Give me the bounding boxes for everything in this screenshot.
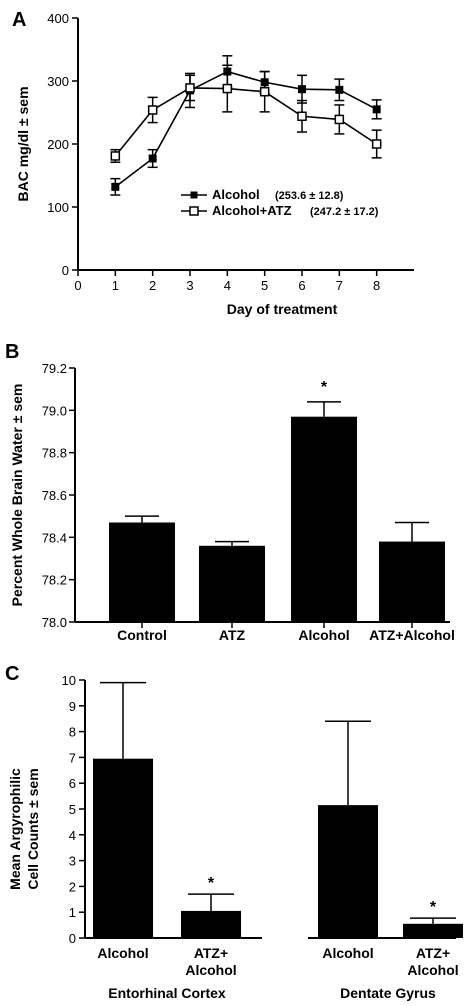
c-y-tick-label: 3 xyxy=(69,854,76,869)
a-legend-marker xyxy=(190,191,198,199)
b-y-axis-label: Percent Whole Brain Water ± sem xyxy=(9,384,25,607)
c-y-tick-label: 5 xyxy=(69,802,76,817)
c-bar xyxy=(181,910,241,938)
a-x-axis-label: Day of treatment xyxy=(227,301,338,317)
a-point-alcohol xyxy=(148,154,157,163)
a-x-tick-label: 5 xyxy=(261,278,268,293)
b-y-tick-label: 79.0 xyxy=(42,403,67,418)
b-y-tick-label: 78.0 xyxy=(42,615,67,630)
a-y-tick-label: 0 xyxy=(62,263,69,278)
c-y-tick-label: 9 xyxy=(69,699,76,714)
a-legend-label: Alcohol+ATZ xyxy=(212,203,292,218)
c-group-label-entorhinal-cortex: Entorhinal Cortex xyxy=(108,985,226,1001)
a-x-tick-label: 3 xyxy=(186,278,193,293)
a-point-alcohol-atz xyxy=(259,86,270,97)
b-y-tick-label: 78.6 xyxy=(42,488,67,503)
a-point-alcohol-atz xyxy=(185,83,195,93)
b-y-tick-label: 78.2 xyxy=(42,573,67,588)
a-y-tick-label: 200 xyxy=(47,137,69,152)
a-y-tick-label: 400 xyxy=(47,11,69,26)
c-significance-star: * xyxy=(430,899,437,916)
a-x-tick-label: 8 xyxy=(373,278,380,293)
b-error-bar xyxy=(215,540,249,546)
panel-letter-b: B xyxy=(5,341,19,363)
a-legend-stat: (253.6 ± 12.8) xyxy=(275,190,344,202)
b-error-bar xyxy=(395,521,429,542)
c-bar-label: ATZ+ xyxy=(416,945,450,961)
b-y-tick-label: 79.2 xyxy=(42,361,67,376)
b-significance-star: * xyxy=(321,379,328,396)
c-y-tick-label: 0 xyxy=(69,931,76,946)
a-y-axis-label: BAC mg/dl ± sem xyxy=(15,86,31,201)
c-y-tick-label: 1 xyxy=(69,905,76,920)
c-group-label-dentate-gyrus: Dentate Gyrus xyxy=(340,985,436,1001)
a-y-tick-label: 100 xyxy=(47,200,69,215)
a-series-line-0 xyxy=(114,70,378,188)
c-bar xyxy=(403,923,463,938)
a-x-tick-label: 4 xyxy=(224,278,231,293)
b-category-label: ATZ xyxy=(219,627,246,643)
a-x-tick-label: 6 xyxy=(298,278,305,293)
c-y-tick-label: 10 xyxy=(62,673,76,688)
a-x-tick-label: 2 xyxy=(149,278,156,293)
a-legend-marker xyxy=(189,206,199,216)
a-point-alcohol xyxy=(335,85,344,94)
a-point-alcohol-atz xyxy=(297,111,307,122)
c-error-bar xyxy=(100,681,146,759)
b-y-tick-label: 78.4 xyxy=(42,530,67,545)
c-significance-star: * xyxy=(208,875,215,892)
panel-letter-a: A xyxy=(12,9,26,31)
b-error-bar xyxy=(125,515,159,523)
b-category-label: Control xyxy=(117,627,167,643)
a-x-tick-label: 0 xyxy=(74,278,81,293)
c-error-bar xyxy=(188,893,234,911)
c-bar-label: Alcohol xyxy=(407,962,458,978)
b-error-bar xyxy=(307,401,341,417)
b-y-tick-label: 78.8 xyxy=(42,446,67,461)
a-x-tick-label: 7 xyxy=(336,278,343,293)
c-bar xyxy=(318,805,378,938)
c-bar xyxy=(93,758,153,938)
b-bar-atz-alcohol xyxy=(379,541,445,622)
a-point-alcohol xyxy=(298,85,306,94)
a-point-alcohol-atz xyxy=(371,139,382,149)
a-point-alcohol-atz xyxy=(222,83,233,94)
a-point-alcohol xyxy=(372,105,381,114)
c-error-bar xyxy=(325,720,371,806)
c-bar-label: Alcohol xyxy=(185,962,236,978)
c-y-axis-label-line-2: Cell Counts ± sem xyxy=(25,768,41,889)
c-y-tick-label: 6 xyxy=(69,776,76,791)
a-legend-stat: (247.2 ± 17.2) xyxy=(310,206,379,218)
c-bar-label: ATZ+ xyxy=(194,945,228,961)
panel-letter-c: C xyxy=(5,663,19,685)
c-bar-label: Alcohol xyxy=(322,945,373,961)
c-y-tick-label: 2 xyxy=(69,879,76,894)
a-point-alcohol-atz xyxy=(110,151,121,161)
b-bar-alcohol xyxy=(291,416,357,622)
b-bar-control xyxy=(109,522,175,622)
a-series-line-1 xyxy=(114,87,378,157)
c-error-bar xyxy=(410,917,456,924)
b-category-label: ATZ+Alcohol xyxy=(369,627,455,643)
c-y-tick-label: 8 xyxy=(69,725,76,740)
c-y-tick-label: 4 xyxy=(69,828,76,843)
b-bar-atz xyxy=(199,545,265,622)
a-point-alcohol-atz xyxy=(334,114,345,125)
c-y-tick-label: 7 xyxy=(69,750,76,765)
a-point-alcohol-atz xyxy=(147,105,158,115)
b-category-label: Alcohol xyxy=(298,627,349,643)
a-x-tick-label: 1 xyxy=(112,278,119,293)
c-y-axis-label-line-1: Mean Argyrophilic xyxy=(7,768,23,890)
a-point-alcohol xyxy=(111,182,120,191)
a-legend-label: Alcohol xyxy=(212,187,260,202)
c-bar-label: Alcohol xyxy=(97,945,148,961)
a-y-tick-label: 300 xyxy=(47,74,69,89)
